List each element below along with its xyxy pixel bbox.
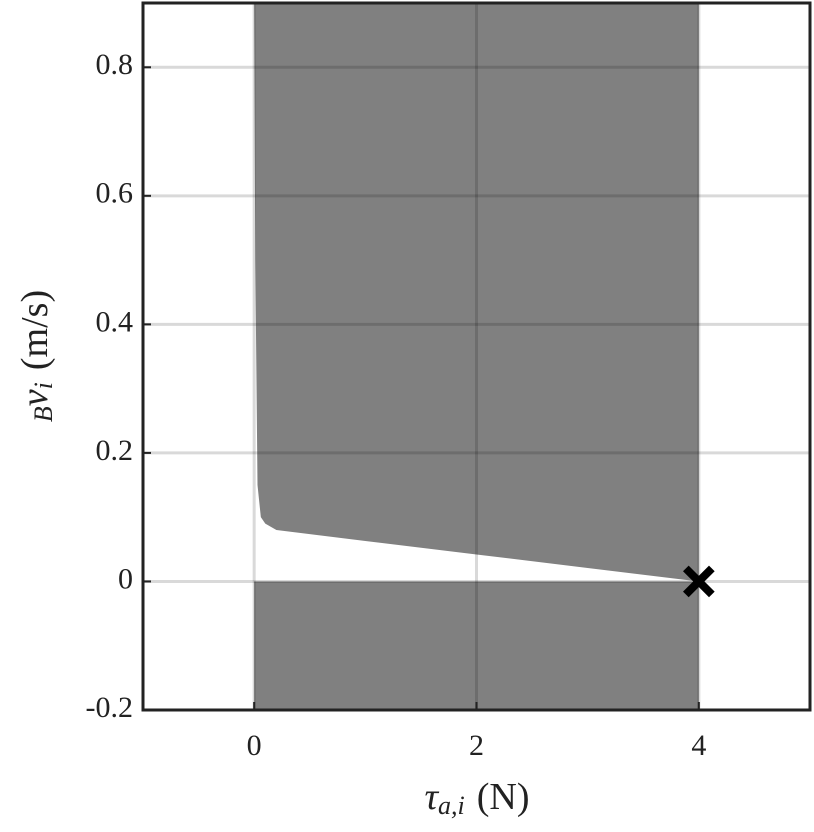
marker-stroke bbox=[683, 565, 715, 598]
y-tick-label: 0.4 bbox=[96, 305, 134, 338]
x-tick-label: 4 bbox=[691, 729, 706, 762]
shaded-region-lower bbox=[254, 581, 699, 710]
plot-frame bbox=[141, 1, 812, 712]
y-tick-label: 0.8 bbox=[96, 48, 134, 81]
x-tick-label: 2 bbox=[469, 729, 484, 762]
x-tick-label: 0 bbox=[247, 729, 262, 762]
x-unit: (N) bbox=[477, 776, 530, 818]
y-superscript: B bbox=[29, 406, 58, 422]
x-subscript: a,i bbox=[438, 791, 465, 820]
y-tick-label: 0 bbox=[118, 562, 133, 595]
y-axis-label: Bvi (m/s) bbox=[14, 290, 58, 422]
marker bbox=[683, 565, 715, 598]
y-subscript: i bbox=[29, 382, 58, 389]
y-symbol: v bbox=[14, 389, 56, 406]
y-tick-label: -0.2 bbox=[86, 691, 134, 724]
y-unit: (m/s) bbox=[14, 290, 56, 370]
x-axis-label: τa,i (N) bbox=[424, 776, 529, 820]
y-tick-label: 0.2 bbox=[96, 434, 134, 467]
y-tick-label: 0.6 bbox=[96, 177, 134, 210]
x-symbol: τ bbox=[424, 776, 439, 818]
shaded-region bbox=[254, 3, 699, 582]
